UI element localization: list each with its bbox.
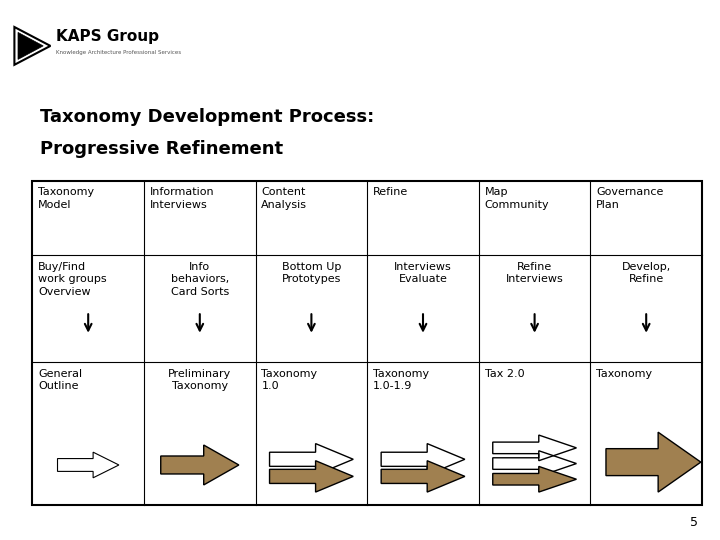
Text: Refine
Interviews: Refine Interviews bbox=[505, 262, 564, 284]
Text: Taxonomy
Model: Taxonomy Model bbox=[38, 187, 94, 210]
Text: Taxonomy
1.0: Taxonomy 1.0 bbox=[261, 369, 318, 391]
Text: Taxonomy
1.0-1.9: Taxonomy 1.0-1.9 bbox=[373, 369, 429, 391]
Polygon shape bbox=[269, 461, 354, 492]
Text: Preliminary
Taxonomy: Preliminary Taxonomy bbox=[168, 369, 231, 391]
Text: General
Outline: General Outline bbox=[38, 369, 82, 391]
Text: KAPS Group: KAPS Group bbox=[56, 29, 159, 44]
Text: Content
Analysis: Content Analysis bbox=[261, 187, 307, 210]
Text: Governance
Plan: Governance Plan bbox=[596, 187, 664, 210]
Text: Map
Community: Map Community bbox=[485, 187, 549, 210]
Polygon shape bbox=[161, 445, 239, 485]
Polygon shape bbox=[606, 432, 701, 492]
Text: Buy/Find
work groups
Overview: Buy/Find work groups Overview bbox=[38, 262, 107, 296]
Text: Progressive Refinement: Progressive Refinement bbox=[40, 140, 283, 158]
Text: 5: 5 bbox=[690, 516, 698, 529]
Text: Knowledge Architecture Professional Services: Knowledge Architecture Professional Serv… bbox=[56, 50, 181, 56]
Text: Information
Interviews: Information Interviews bbox=[150, 187, 215, 210]
Text: Develop,
Refine: Develop, Refine bbox=[621, 262, 671, 284]
Polygon shape bbox=[492, 467, 577, 492]
Bar bbox=[32, 181, 702, 505]
Text: Taxonomy: Taxonomy bbox=[596, 369, 652, 379]
Text: Bottom Up
Prototypes: Bottom Up Prototypes bbox=[282, 262, 341, 284]
Text: Refine: Refine bbox=[373, 187, 408, 198]
Polygon shape bbox=[381, 461, 465, 492]
Text: Taxonomy Development Process:: Taxonomy Development Process: bbox=[40, 108, 374, 126]
Polygon shape bbox=[18, 32, 43, 59]
Text: Interviews
Evaluate: Interviews Evaluate bbox=[394, 262, 452, 284]
Text: Info
behaviors,
Card Sorts: Info behaviors, Card Sorts bbox=[171, 262, 229, 296]
Text: Tax 2.0: Tax 2.0 bbox=[485, 369, 524, 379]
